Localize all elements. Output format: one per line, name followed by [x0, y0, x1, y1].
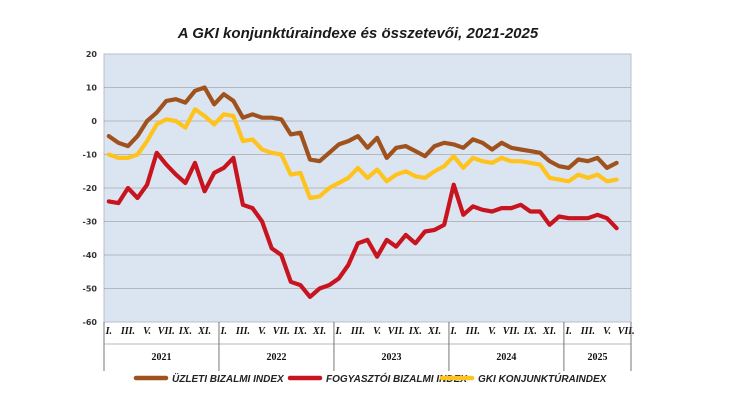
x-tick-label: III.	[580, 326, 595, 337]
x-tick-label: I.	[220, 326, 227, 337]
series-lines	[106, 85, 619, 299]
legend-label-0: ÜZLETI BIZALMI INDEX	[172, 372, 285, 385]
legend: ÜZLETI BIZALMI INDEX FOGYASZTÓI BIZALMI I…	[133, 372, 608, 385]
x-tick-label: VII.	[273, 326, 290, 337]
y-axis-tick-labels: 20 10 0 -10 -20 -30 -40 -50 -60	[83, 50, 98, 327]
x-tick-label: VII.	[618, 326, 635, 337]
gridlines	[104, 87, 631, 289]
x-tick-label: V.	[373, 326, 381, 337]
y-tick-label: -10	[83, 151, 98, 160]
year-label: 2024	[496, 352, 516, 363]
x-tick-label: III.	[465, 326, 480, 337]
year-label: 2021	[151, 352, 171, 363]
x-tick-label: XI.	[197, 326, 211, 337]
y-tick-label: 20	[86, 50, 98, 59]
x-tick-label: VII.	[158, 326, 175, 337]
year-label: 2023	[381, 352, 401, 363]
y-tick-label: -60	[83, 318, 98, 327]
x-tick-label: XI.	[542, 326, 556, 337]
x-tick-label: VII.	[503, 326, 520, 337]
x-tick-label: IX.	[293, 326, 307, 337]
series-line-1	[106, 150, 619, 299]
x-tick-label: I.	[565, 326, 572, 337]
year-label: 2025	[587, 352, 607, 363]
x-tick-label: V.	[603, 326, 611, 337]
y-tick-label: -40	[83, 251, 98, 260]
x-tick-label: IX.	[523, 326, 537, 337]
y-tick-label: 10	[86, 84, 98, 93]
x-tick-label: XI.	[312, 326, 326, 337]
x-tick-label: XI.	[427, 326, 441, 337]
x-tick-label: V.	[488, 326, 496, 337]
y-tick-label: -50	[83, 285, 98, 294]
x-tick-label: V.	[143, 326, 151, 337]
x-tick-label: I.	[105, 326, 112, 337]
x-tick-label: IX.	[408, 326, 422, 337]
series-line-2	[106, 107, 619, 201]
legend-label-1: FOGYASZTÓI BIZALMI INDEX	[326, 372, 468, 385]
y-tick-label: 0	[91, 117, 97, 126]
chart-title: A GKI konjunktúraindexe és összetevői, 2…	[177, 25, 539, 42]
y-tick-label: -20	[83, 184, 98, 193]
x-tick-label: I.	[335, 326, 342, 337]
x-tick-label: III.	[350, 326, 365, 337]
x-tick-label: VII.	[388, 326, 405, 337]
x-tick-label: V.	[258, 326, 266, 337]
x-tick-label: III.	[235, 326, 250, 337]
x-tick-label: III.	[120, 326, 135, 337]
y-tick-label: -30	[83, 218, 98, 227]
x-tick-label: I.	[450, 326, 457, 337]
year-label: 2022	[266, 352, 286, 363]
series-line-0	[106, 85, 619, 170]
legend-label-2: GKI KONJUNKTÚRAINDEX	[478, 372, 608, 385]
x-tick-label: IX.	[178, 326, 192, 337]
